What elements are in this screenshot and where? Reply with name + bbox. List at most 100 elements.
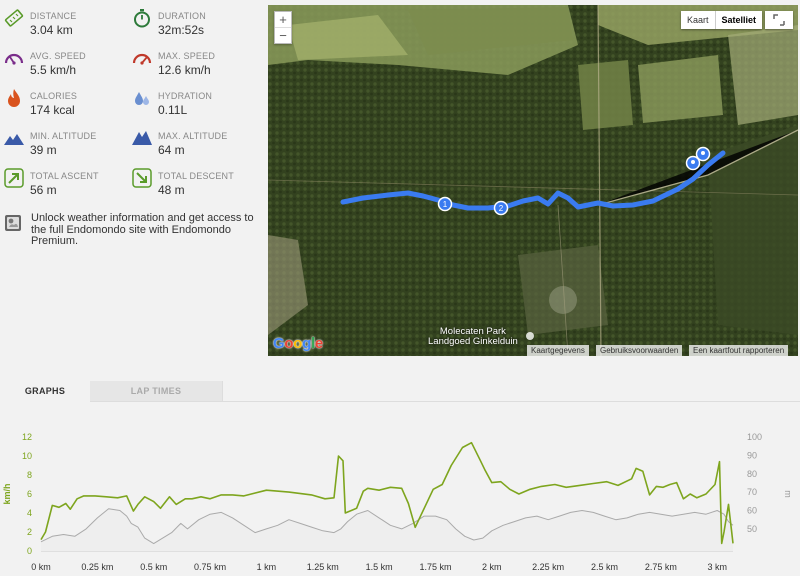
y-left-tick-label: 4 (27, 508, 32, 518)
stat-calories-value: 174 kcal (30, 103, 75, 117)
x-tick-label: 0.5 km (140, 562, 167, 572)
x-tick-label: 2.5 km (591, 562, 618, 572)
tab-lap-times[interactable]: LAP TIMES (90, 381, 223, 401)
finish-pin-icon[interactable] (685, 155, 701, 171)
route-map[interactable]: 1 2 + − Kaart Satelliet Google Molecaten… (268, 5, 798, 356)
stopwatch-icon (134, 9, 150, 28)
route-marker-2-label: 2 (499, 204, 504, 213)
stat-total-ascent-label: TOTAL ASCENT (30, 171, 99, 181)
stat-min-altitude: MIN. ALTITUDE 39 m (0, 120, 125, 157)
stat-duration-value: 32m:52s (158, 23, 205, 37)
stat-total-descent-value: 48 m (158, 183, 185, 197)
satellite-imagery: 1 2 (268, 5, 798, 356)
zoom-in-button[interactable]: + (279, 12, 287, 27)
x-tick-label: 1.25 km (307, 562, 339, 572)
y-right-tick-label: 50 (747, 524, 757, 534)
zoom-out-button[interactable]: − (275, 27, 291, 43)
x-tick-label: 1.75 km (419, 562, 451, 572)
stat-min-altitude-label: MIN. ALTITUDE (30, 131, 97, 141)
stat-max-speed: MAX. SPEED 12.6 km/h (128, 40, 253, 77)
google-logo: Google (273, 335, 323, 352)
speedometer-icon (4, 53, 24, 65)
y-left-tick-label: 8 (27, 470, 32, 480)
y-right-tick-label: 60 (747, 506, 757, 516)
map-place-label: Molecaten Park Landgoed Ginkelduin (428, 327, 518, 347)
stat-hydration-label: HYDRATION (158, 91, 213, 101)
y-left-tick-label: 12 (22, 432, 32, 442)
y-left-axis-label: km/h (2, 483, 12, 504)
arrow-up-right-icon (4, 168, 24, 188)
x-tick-label: 3 km (707, 562, 727, 572)
tab-graphs[interactable]: GRAPHS (0, 381, 91, 402)
x-tick-label: 2 km (482, 562, 502, 572)
stat-max-speed-value: 12.6 km/h (158, 63, 211, 77)
stat-avg-speed-value: 5.5 km/h (30, 63, 77, 77)
stat-avg-speed: AVG. SPEED 5.5 km/h (0, 40, 125, 77)
workout-stats-panel: DISTANCE 3.04 km DURATION 32m:52s AVG. SPEED… (0, 0, 268, 356)
stat-max-altitude-label: MAX. ALTITUDE (158, 131, 228, 141)
stat-max-altitude: MAX. ALTITUDE 64 m (128, 120, 253, 157)
x-tick-label: 2.25 km (532, 562, 564, 572)
mountain-high-icon (132, 131, 152, 145)
stat-avg-speed-label: AVG. SPEED (30, 51, 86, 61)
stat-distance: DISTANCE 3.04 km (0, 0, 125, 37)
y-right-tick-label: 80 (747, 469, 757, 479)
start-pin-icon[interactable] (695, 146, 711, 162)
x-tick-label: 0 km (31, 562, 51, 572)
report-map-error-link[interactable]: Een kaartfout rapporteren (689, 345, 789, 356)
stat-hydration: HYDRATION 0.11L (128, 80, 253, 117)
weather-widget-icon (5, 215, 21, 231)
stat-hydration-value: 0.11L (158, 103, 188, 117)
stat-max-altitude-value: 64 m (158, 143, 185, 157)
map-place-line2: Landgoed Ginkelduin (428, 336, 518, 347)
y-right-tick-label: 100 (747, 432, 762, 442)
y-right-axis-label: m (783, 490, 793, 498)
stat-total-ascent-value: 56 m (30, 183, 57, 197)
route-marker-1[interactable]: 1 (437, 196, 453, 212)
stat-total-descent-label: TOTAL DESCENT (158, 171, 234, 181)
stat-min-altitude-value: 39 m (30, 143, 57, 157)
route-marker-2[interactable]: 2 (493, 200, 509, 216)
zoom-controls: + − (274, 11, 292, 44)
stat-duration-label: DURATION (158, 11, 206, 21)
x-tick-label: 2.75 km (645, 562, 677, 572)
ruler-icon (4, 9, 24, 27)
y-left-tick-label: 6 (27, 489, 32, 499)
x-tick-label: 0.25 km (81, 562, 113, 572)
map-type-control: Kaart Satelliet (681, 11, 763, 29)
stat-distance-value: 3.04 km (30, 23, 73, 37)
map-data-link[interactable]: Kaartgegevens (527, 345, 589, 356)
speedometer-max-icon (132, 53, 152, 65)
route-marker-1-label: 1 (443, 200, 448, 209)
y-left-tick-label: 0 (27, 546, 32, 556)
terms-link[interactable]: Gebruiksvoorwaarden (596, 345, 683, 356)
fullscreen-icon (773, 14, 785, 26)
map-type-satelliet-button[interactable]: Satelliet (714, 11, 763, 29)
series-altitude-area (41, 508, 733, 551)
map-type-kaart-button[interactable]: Kaart (687, 15, 709, 25)
stat-max-speed-label: MAX. SPEED (158, 51, 216, 61)
y-right-tick-label: 90 (747, 450, 757, 460)
x-tick-label: 1 km (257, 562, 277, 572)
y-left-tick-label: 10 (22, 451, 32, 461)
stat-total-ascent: TOTAL ASCENT 56 m (0, 160, 125, 197)
water-drops-icon (135, 92, 149, 105)
mountain-low-icon (4, 134, 24, 145)
fullscreen-button[interactable] (765, 11, 793, 29)
speed-altitude-graph: 0 2 4 6 8 10 12 50 60 70 80 90 100 km/h m 0 km 0.25 km 0.… (2, 432, 793, 572)
premium-promo-text: Unlock weather information and get acces… (31, 212, 254, 247)
stat-calories: CALORIES 174 kcal (0, 80, 125, 117)
x-tick-label: 0.75 km (194, 562, 226, 572)
tab-bar: GRAPHS LAP TIMES (0, 381, 800, 402)
series-speed-line (40, 441, 734, 545)
park-marker-icon (526, 332, 534, 340)
y-right-tick-label: 70 (747, 487, 757, 497)
series-altitude-line (40, 508, 734, 545)
flame-icon (8, 89, 20, 107)
stat-duration: DURATION 32m:52s (128, 0, 253, 37)
arrow-down-right-icon (132, 168, 152, 188)
x-tick-label: 1.5 km (366, 562, 393, 572)
stat-distance-label: DISTANCE (30, 11, 77, 21)
stat-calories-label: CALORIES (30, 91, 78, 101)
map-place-line1: Molecaten Park (439, 326, 506, 337)
